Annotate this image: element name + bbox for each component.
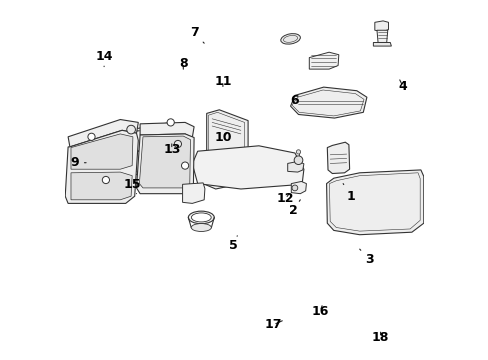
Circle shape (296, 150, 300, 154)
Polygon shape (65, 130, 138, 203)
Text: 18: 18 (371, 331, 388, 344)
Polygon shape (326, 142, 349, 174)
Polygon shape (206, 110, 247, 158)
Ellipse shape (280, 33, 300, 44)
Polygon shape (373, 42, 390, 46)
Polygon shape (182, 183, 204, 203)
Polygon shape (201, 156, 247, 189)
Polygon shape (290, 87, 366, 118)
Text: 14: 14 (95, 50, 113, 67)
Polygon shape (309, 52, 338, 69)
Polygon shape (71, 172, 132, 200)
Text: 16: 16 (311, 305, 328, 318)
Polygon shape (140, 122, 194, 138)
Circle shape (181, 162, 188, 169)
Text: 4: 4 (398, 80, 407, 93)
Polygon shape (376, 30, 387, 42)
Circle shape (88, 133, 95, 140)
Text: 17: 17 (264, 318, 282, 331)
Circle shape (167, 119, 174, 126)
Polygon shape (374, 21, 387, 32)
Text: 1: 1 (343, 184, 355, 203)
Text: 9: 9 (70, 156, 86, 169)
Text: 13: 13 (163, 143, 180, 156)
Circle shape (291, 185, 297, 191)
Circle shape (294, 156, 302, 165)
Polygon shape (192, 146, 303, 189)
Ellipse shape (188, 211, 214, 224)
Text: 11: 11 (214, 75, 231, 87)
Polygon shape (136, 134, 194, 194)
Polygon shape (326, 170, 423, 235)
Text: 10: 10 (214, 131, 232, 144)
Text: 7: 7 (189, 26, 204, 43)
Polygon shape (291, 181, 306, 194)
Text: 12: 12 (276, 192, 294, 205)
Ellipse shape (191, 224, 211, 231)
Polygon shape (71, 134, 133, 169)
Text: 8: 8 (179, 57, 187, 69)
Text: 5: 5 (228, 236, 237, 252)
Text: 6: 6 (289, 94, 298, 107)
Text: 3: 3 (359, 249, 373, 266)
Polygon shape (91, 122, 185, 180)
Circle shape (174, 140, 181, 148)
Text: 15: 15 (123, 178, 141, 194)
Polygon shape (68, 120, 138, 147)
Text: 2: 2 (288, 200, 300, 217)
Polygon shape (139, 136, 190, 188)
Circle shape (126, 125, 135, 134)
Ellipse shape (191, 213, 211, 222)
Polygon shape (287, 161, 303, 172)
Circle shape (102, 176, 109, 184)
